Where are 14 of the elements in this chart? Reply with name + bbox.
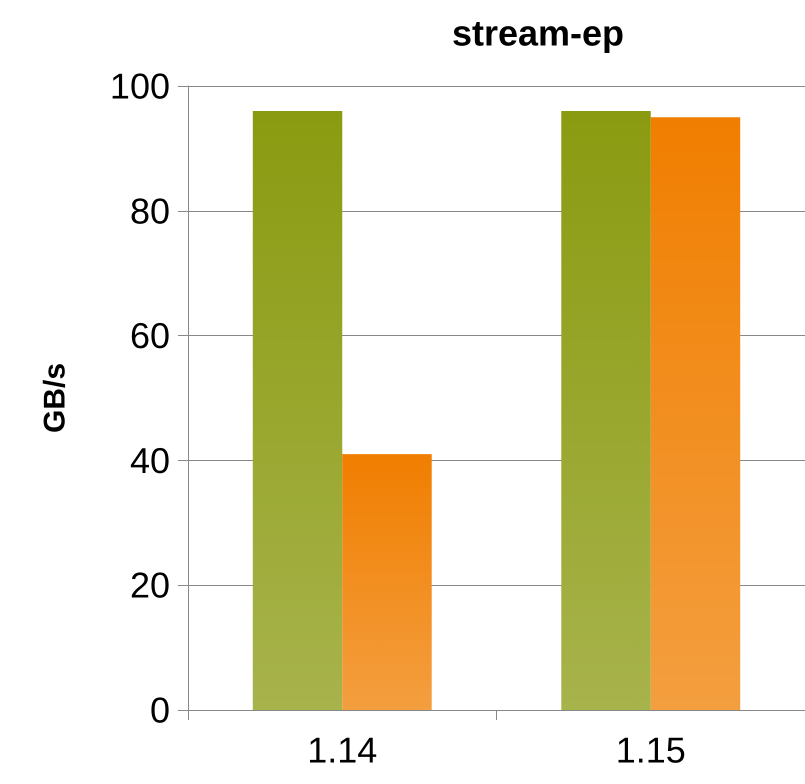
y-tick-label: 80 — [130, 190, 170, 232]
bar — [252, 110, 342, 710]
x-tick-label: 1.14 — [307, 730, 378, 770]
y-axis-title: GB/s — [38, 362, 72, 434]
bar — [561, 110, 651, 710]
y-tick-label: 20 — [130, 564, 170, 606]
y-tick-label: 40 — [130, 440, 170, 481]
y-tick-label: 60 — [130, 315, 170, 356]
bar — [342, 454, 432, 710]
y-tick-label: 100 — [110, 66, 170, 106]
chart-title: stream-ep — [452, 12, 624, 54]
y-tick-label: 0 — [150, 690, 170, 730]
bar — [650, 117, 740, 710]
x-tick-label: 1.15 — [616, 730, 686, 770]
